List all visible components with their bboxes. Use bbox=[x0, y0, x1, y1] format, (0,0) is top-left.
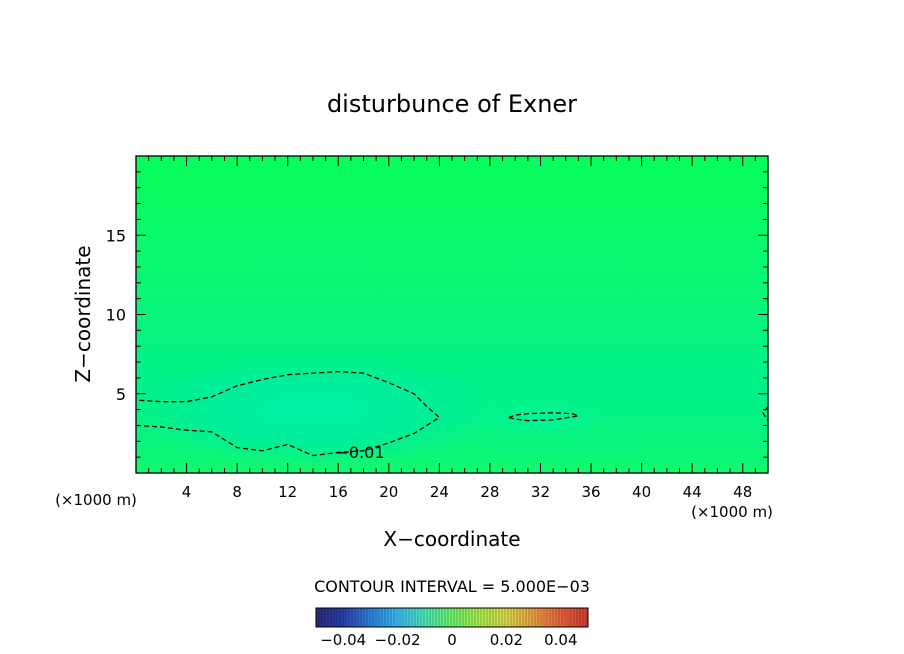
y-tick-labels: 5 10 15 bbox=[106, 226, 126, 404]
x-tick-label: 20 bbox=[379, 483, 398, 501]
contour-label: −0.01 bbox=[335, 443, 384, 462]
colorbar-tick-label: 0 bbox=[447, 631, 457, 649]
colorbar-frame bbox=[315, 607, 589, 628]
colorbar: −0.04 −0.02 0 0.02 0.04 bbox=[315, 607, 589, 649]
chart-title: disturbunce of Exner bbox=[327, 90, 577, 118]
colorbar-labels: −0.04 −0.02 0 0.02 0.04 bbox=[320, 631, 577, 649]
contour-line-2 bbox=[508, 412, 581, 422]
x-tick-label: 8 bbox=[232, 483, 242, 501]
x-tick-label: 32 bbox=[531, 483, 550, 501]
contour-line-1 bbox=[136, 370, 441, 457]
colorbar-stripes bbox=[318, 608, 587, 627]
contour-line-3 bbox=[762, 405, 768, 422]
y-tick-label: 10 bbox=[106, 306, 126, 325]
low-pressure-region bbox=[136, 355, 500, 465]
x-unit-right: (×1000 m) bbox=[691, 503, 773, 521]
plot-area: −0.01 bbox=[135, 155, 769, 474]
contour-interval-text: CONTOUR INTERVAL = 5.000E−03 bbox=[314, 577, 590, 596]
axis-ticks bbox=[136, 156, 768, 473]
colorbar-tick-label: −0.04 bbox=[320, 631, 366, 649]
x-tick-label: 28 bbox=[480, 483, 499, 501]
colorbar-fill bbox=[316, 608, 588, 627]
x-tick-label: 48 bbox=[733, 483, 752, 501]
x-tick-label: 44 bbox=[683, 483, 702, 501]
colorbar-tick-label: 0.04 bbox=[544, 631, 577, 649]
y-tick-label: 5 bbox=[116, 385, 126, 404]
x-tick-label: 16 bbox=[329, 483, 348, 501]
contour-lines bbox=[136, 370, 768, 457]
x-tick-label: 12 bbox=[278, 483, 297, 501]
x-axis-label: X−coordinate bbox=[383, 527, 520, 551]
low-pressure-region-small bbox=[470, 396, 610, 440]
y-tick-label: 15 bbox=[106, 226, 126, 245]
x-tick-label: 40 bbox=[632, 483, 651, 501]
x-tick-labels: 4 8 12 16 20 24 28 32 36 40 44 48 bbox=[182, 483, 752, 501]
x-tick-label: 4 bbox=[182, 483, 192, 501]
colorbar-tick-label: −0.02 bbox=[375, 631, 421, 649]
x-unit-left: (×1000 m) bbox=[55, 491, 137, 509]
x-tick-label: 24 bbox=[430, 483, 449, 501]
colorbar-tick-label: 0.02 bbox=[490, 631, 523, 649]
y-axis-label: Z−coordinate bbox=[71, 245, 95, 382]
x-tick-label: 36 bbox=[581, 483, 600, 501]
